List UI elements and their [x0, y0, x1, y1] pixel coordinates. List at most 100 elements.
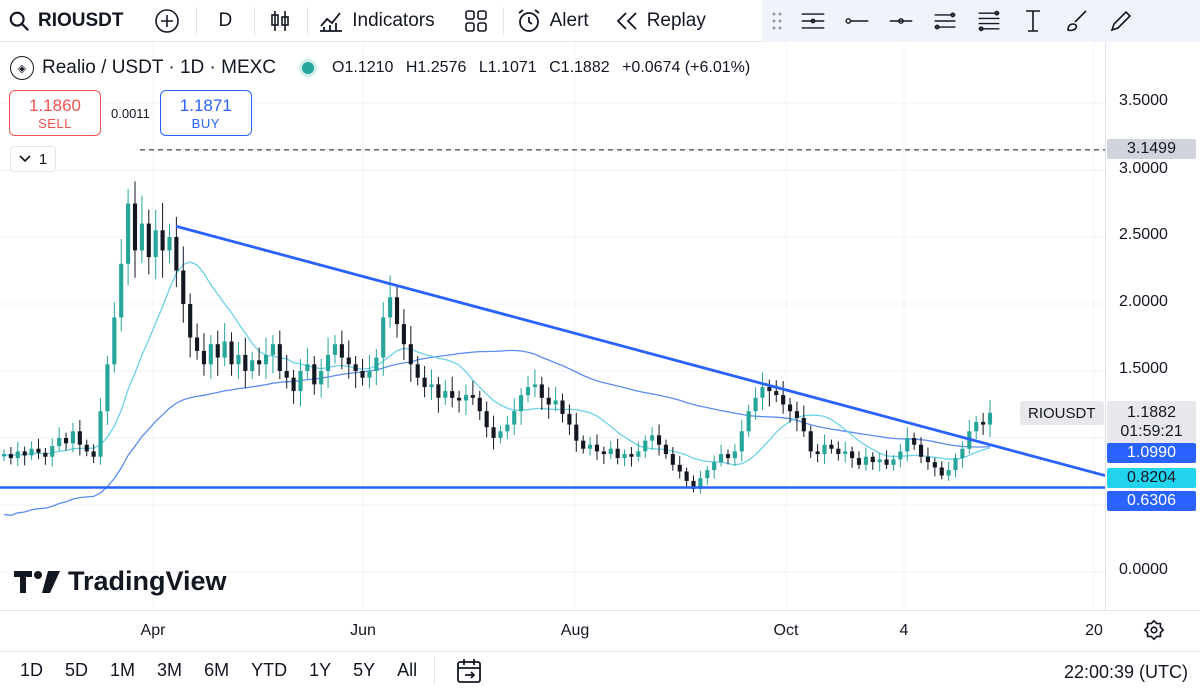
candle: [236, 341, 241, 379]
tradingview-watermark[interactable]: TradingView: [14, 566, 227, 597]
candle: [781, 380, 786, 414]
candle-body: [305, 364, 310, 371]
pencil-tool-icon[interactable]: [1106, 6, 1136, 36]
templates-button[interactable]: [461, 6, 491, 36]
interval-label: D: [218, 9, 233, 31]
brush-tool-icon[interactable]: [1062, 6, 1092, 36]
parallel-channel-tool-icon[interactable]: [930, 6, 960, 36]
candle-body: [374, 357, 379, 371]
candle-body: [677, 464, 682, 472]
candle: [512, 398, 517, 435]
candle: [553, 386, 558, 412]
candle-body: [277, 344, 282, 371]
buy-button[interactable]: 1.1871 BUY: [159, 90, 252, 136]
candle: [208, 335, 213, 379]
range-1m-button[interactable]: 1M: [110, 660, 136, 680]
text-cursor-tool-icon[interactable]: [1018, 6, 1048, 36]
replay-button[interactable]: Replay: [607, 0, 714, 42]
grid-icon: [464, 9, 487, 32]
add-circle-icon: [154, 8, 179, 33]
symbol-search[interactable]: RIOUSDT: [0, 0, 132, 42]
candle-body: [339, 344, 344, 358]
range-all-button[interactable]: All: [397, 660, 418, 680]
candle-body: [787, 404, 793, 412]
compare-symbol-button[interactable]: [152, 6, 182, 36]
range-3m-button[interactable]: 3M: [157, 660, 183, 680]
alert-button[interactable]: Alert: [508, 0, 597, 42]
chart-settings-button[interactable]: [1143, 619, 1167, 643]
horizontal-lines-tool-icon[interactable]: [798, 6, 828, 36]
chart-pane[interactable]: [0, 43, 1105, 610]
candle-body: [415, 364, 420, 378]
candle: [277, 330, 282, 380]
price-tick: 0.0000: [1119, 561, 1168, 578]
candle: [884, 450, 889, 470]
chart-type-button[interactable]: [265, 6, 295, 36]
range-6m-button[interactable]: 6M: [204, 660, 230, 680]
horizontal-ray-tool-icon[interactable]: [842, 6, 872, 36]
open-value: O1.1210: [332, 59, 394, 76]
range-5y-button[interactable]: 5Y: [353, 660, 376, 680]
divider: [434, 656, 436, 685]
utc-clock[interactable]: 22:00:39 (UTC): [1063, 662, 1188, 682]
candle-body: [139, 223, 144, 251]
time-axis[interactable]: Apr Jun Aug Oct 4 20: [0, 610, 1200, 650]
candle-body: [360, 371, 365, 378]
candle-body: [960, 448, 965, 459]
indicators-button[interactable]: Indicators: [310, 0, 442, 42]
goto-date-button[interactable]: [455, 657, 483, 685]
spread-value: 0.0011: [111, 105, 150, 121]
candle-body: [70, 431, 76, 444]
candle: [146, 209, 151, 275]
candle: [712, 455, 717, 479]
candle-body: [443, 391, 448, 398]
candle-body: [532, 384, 537, 388]
candle: [70, 422, 76, 453]
candle: [353, 355, 358, 389]
fib-retracement-tool-icon[interactable]: [974, 6, 1004, 36]
candle-body: [946, 470, 951, 476]
candle-body: [650, 435, 655, 441]
range-ytd-button[interactable]: YTD: [251, 660, 288, 680]
range-5d-button[interactable]: 5D: [65, 660, 89, 680]
candle: [719, 444, 724, 467]
candle-body: [401, 324, 406, 345]
range-1d-button[interactable]: 1D: [20, 660, 44, 680]
range-1y-button[interactable]: 1Y: [309, 660, 332, 680]
candle: [918, 437, 924, 464]
indicator-collapse-button[interactable]: 1: [10, 146, 56, 172]
series-title[interactable]: Realio / USDT · 1D · MEXC: [42, 57, 277, 78]
candle-body: [746, 411, 751, 432]
price-chart[interactable]: [0, 43, 1105, 610]
candle-body: [367, 371, 372, 378]
candle-body: [760, 387, 765, 398]
candle: [270, 335, 275, 374]
candle: [898, 444, 903, 468]
trade-buttons: 1.1860 SELL 0.0011 1.1871 BUY: [9, 90, 252, 136]
divider: [502, 6, 504, 35]
candle-body: [539, 384, 544, 398]
candle-body: [684, 471, 689, 481]
sell-button[interactable]: 1.1860 SELL: [9, 90, 101, 136]
candle-body: [381, 317, 386, 358]
rewind-icon: [616, 11, 637, 30]
candle: [491, 415, 496, 450]
candle-body: [712, 462, 717, 471]
horizontal-line-tool-icon[interactable]: [886, 6, 916, 36]
price-axis[interactable]: 3.5000 3.1499 3.0000 2.5000 2.0000 1.500…: [1105, 43, 1200, 610]
bar-countdown: 01:59:21: [1120, 423, 1183, 440]
drag-handle-icon[interactable]: [770, 6, 784, 36]
candle-body: [105, 364, 110, 412]
candle-body: [298, 371, 303, 392]
candle: [629, 447, 634, 467]
collapse-count: 1: [38, 150, 48, 168]
candle-body: [912, 438, 917, 445]
interval-button[interactable]: D: [197, 0, 255, 42]
candle: [119, 239, 124, 332]
high-value: H1.2576: [405, 59, 467, 76]
range-bar: 1D 5D 1M 3M 6M YTD 1Y 5Y All 22:00:39 (U…: [0, 651, 1200, 689]
candle-body: [132, 203, 138, 251]
candle-body: [22, 451, 27, 456]
candle: [946, 462, 951, 481]
candles-icon: [271, 10, 290, 31]
